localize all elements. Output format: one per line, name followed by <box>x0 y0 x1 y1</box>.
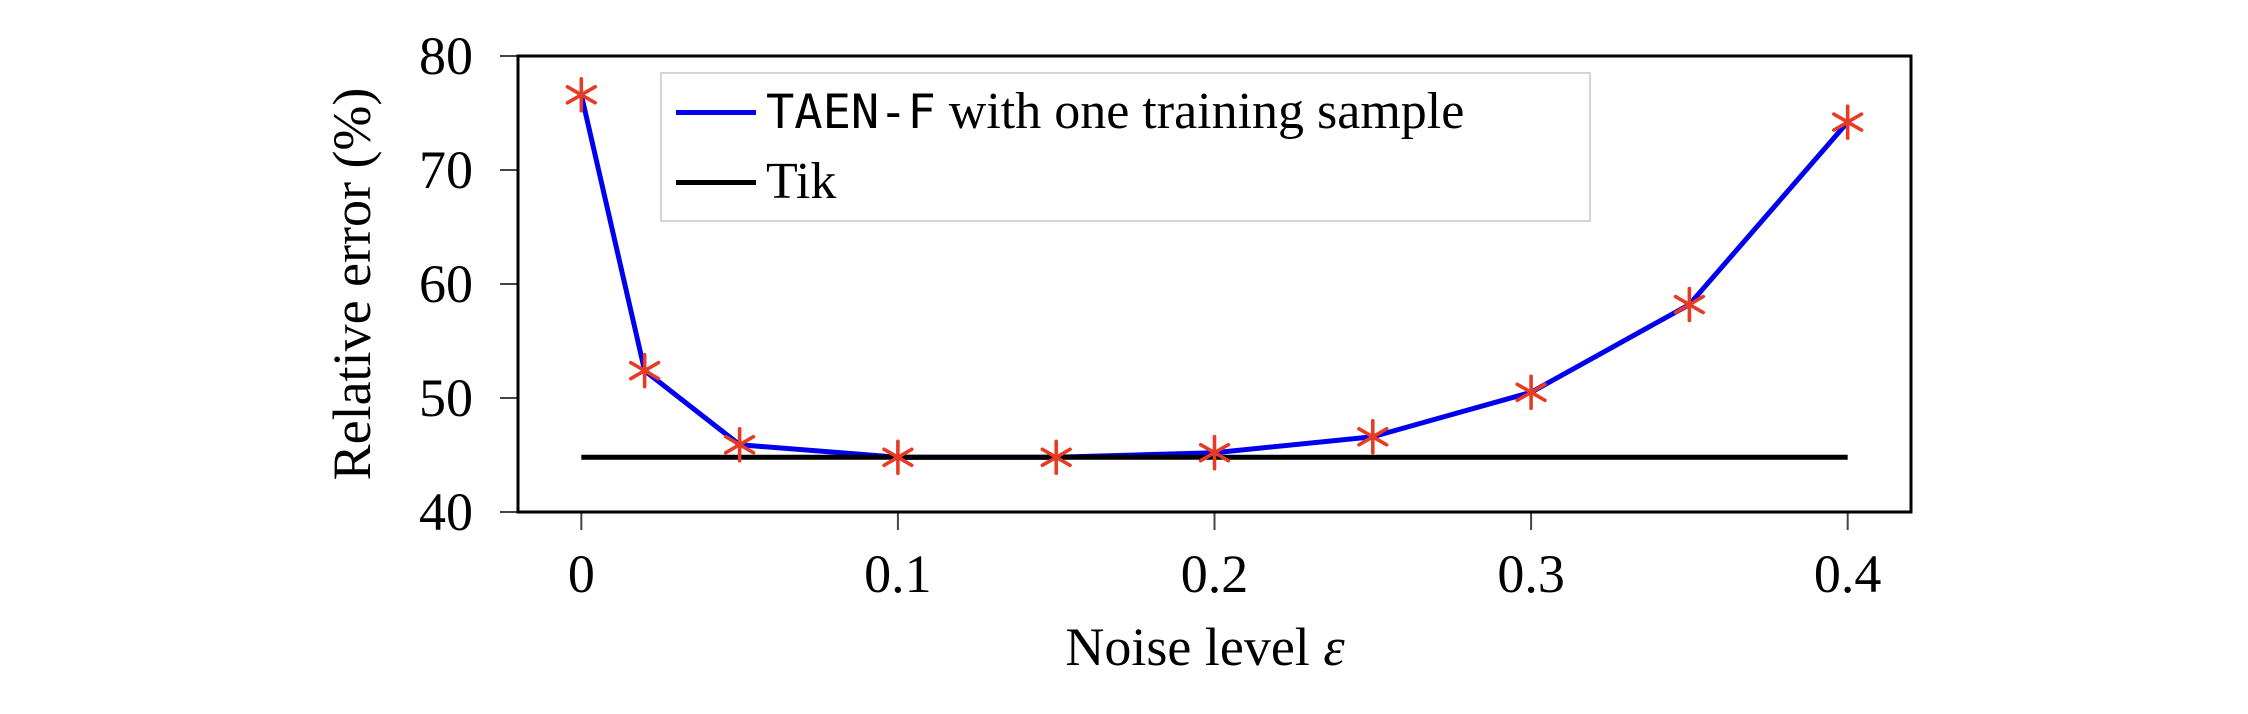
y-tick-label: 60 <box>419 254 473 314</box>
x-tick-label: 0.3 <box>1497 544 1565 604</box>
marker-spoke <box>1357 426 1389 447</box>
tik-label: Tik <box>766 153 837 210</box>
marker-spoke <box>723 434 756 455</box>
y-tick-label: 80 <box>419 26 473 86</box>
marker-spoke <box>1198 442 1231 463</box>
x-axis-label-text: Noise level <box>1065 617 1324 677</box>
marker-asterisk <box>723 426 756 463</box>
y-tick-label: 70 <box>419 140 473 200</box>
marker-spoke <box>882 447 914 468</box>
marker-asterisk <box>882 439 914 476</box>
marker-spoke <box>1040 447 1072 468</box>
x-tick-label: 0.1 <box>864 544 932 604</box>
marker-spoke <box>1673 294 1706 315</box>
taen-f-label: TAEN-F with one training sample <box>766 86 1464 138</box>
y-axis-label: Relative error (%) <box>322 87 382 481</box>
taen-f-line-sample <box>676 109 756 115</box>
y-tick-label: 50 <box>419 368 473 428</box>
marker-spoke <box>1515 382 1547 403</box>
marker-spoke <box>565 84 597 105</box>
marker-asterisk <box>1515 374 1547 411</box>
x-tick-label: 0 <box>568 544 595 604</box>
plot-border <box>516 54 1913 514</box>
legend-item-taen-f: TAEN-F with one training sample <box>676 80 1589 144</box>
taen-f-label-mono: TAEN-F <box>766 85 936 140</box>
tik-line-sample <box>676 179 756 185</box>
y-tick-label: 40 <box>419 482 473 542</box>
marker-spoke <box>628 360 661 381</box>
marker-asterisk <box>1357 418 1389 455</box>
legend-item-tik: Tik <box>676 150 1589 214</box>
x-axis-label: Noise level ε <box>1065 616 1344 678</box>
epsilon-symbol: ε <box>1323 617 1345 677</box>
marker-asterisk <box>1198 434 1231 471</box>
legend: TAEN-F with one training sample Tik <box>660 72 1591 222</box>
marker-spoke <box>1832 112 1864 132</box>
marker-asterisk <box>628 352 661 389</box>
marker-asterisk <box>1673 286 1706 323</box>
x-tick-label: 0.4 <box>1814 544 1882 604</box>
taen-f-label-rest: with one training sample <box>935 83 1465 140</box>
marker-asterisk <box>565 76 597 113</box>
x-tick-label: 0.2 <box>1181 544 1249 604</box>
marker-asterisk <box>1832 104 1864 140</box>
marker-asterisk <box>1040 439 1072 476</box>
